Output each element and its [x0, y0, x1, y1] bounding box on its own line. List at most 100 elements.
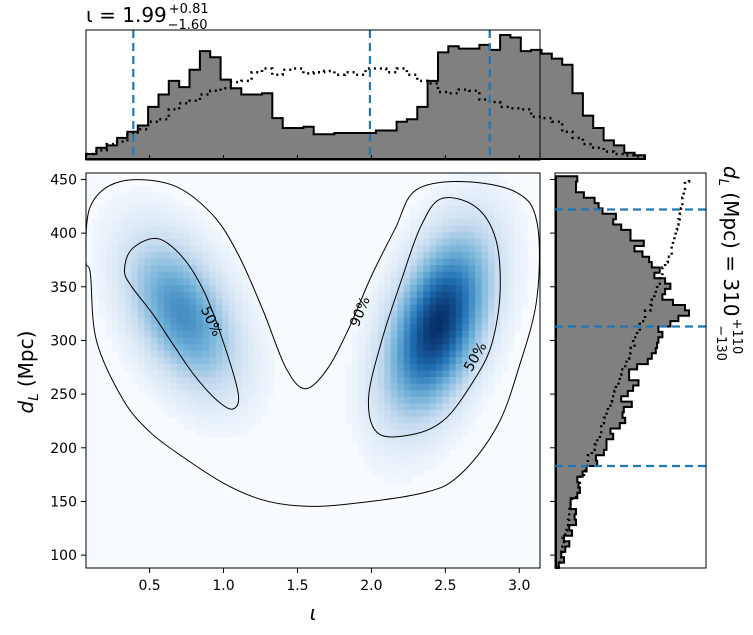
- heatmap-cell: [202, 284, 210, 293]
- heatmap-cell: [150, 199, 158, 207]
- heatmap-cell: [118, 225, 126, 233]
- heatmap-cell: [170, 357, 178, 365]
- heatmap-cell: [235, 298, 243, 306]
- heatmap-cell: [416, 205, 424, 214]
- heatmap-cell: [507, 324, 515, 332]
- heatmap-cell: [222, 298, 230, 306]
- heatmap-cell: [371, 363, 379, 372]
- heatmap-cell: [377, 390, 385, 398]
- heatmap-cell: [124, 252, 132, 260]
- heatmap-cell: [118, 199, 126, 207]
- heatmap-cell: [157, 363, 165, 372]
- heatmap-cell: [377, 370, 385, 378]
- heatmap-cell: [183, 304, 191, 312]
- heatmap-cell: [202, 271, 210, 279]
- heatmap-cell: [384, 363, 392, 372]
- heatmap-cell: [176, 298, 184, 306]
- heatmap-cell: [196, 370, 204, 378]
- heatmap-cell: [157, 403, 165, 411]
- heatmap-cell: [351, 429, 359, 437]
- heatmap-cell: [150, 331, 158, 339]
- heatmap-cell: [397, 271, 405, 279]
- heatmap-cell: [442, 436, 450, 444]
- heatmap-cell: [468, 390, 476, 398]
- heatmap-cell: [364, 311, 372, 319]
- heatmap-cell: [248, 377, 256, 385]
- heatmap-cell: [241, 377, 249, 385]
- heatmap-cell: [196, 271, 204, 279]
- heatmap-cell: [436, 344, 444, 352]
- heatmap-cell: [462, 205, 470, 214]
- heatmap-cell: [429, 429, 437, 437]
- heatmap-cell: [364, 456, 372, 464]
- heatmap-cell: [416, 324, 424, 332]
- heatmap-cell: [468, 265, 476, 273]
- heatmap-cell: [364, 324, 372, 332]
- heatmap-cell: [228, 331, 236, 339]
- x-axis-ticks: 0.5 1.0 1.5 2.0 2.5 3.0: [138, 155, 530, 594]
- heatmap-cell: [423, 252, 431, 260]
- heatmap-cell: [520, 252, 528, 260]
- heatmap-cell: [468, 179, 476, 187]
- heatmap-cell: [98, 298, 107, 306]
- heatmap-cell: [118, 192, 126, 200]
- heatmap-cell: [144, 278, 152, 286]
- heatmap-cell: [137, 370, 145, 378]
- heatmap-cell: [176, 219, 184, 227]
- heatmap-cell: [416, 219, 424, 227]
- heatmap-cell: [436, 370, 444, 378]
- heatmap-cell: [462, 377, 470, 385]
- heatmap-cell: [150, 291, 158, 299]
- heatmap-cell: [494, 186, 502, 194]
- heatmap-cell: [429, 192, 437, 200]
- heatmap-cell: [131, 186, 139, 194]
- heatmap-cell: [403, 475, 411, 484]
- heatmap-cell: [449, 225, 457, 233]
- heatmap-cell: [105, 225, 113, 233]
- heatmap-cell: [235, 258, 243, 266]
- heatmap-cell: [209, 350, 217, 358]
- heatmap-cell: [124, 232, 132, 240]
- heatmap-cell: [118, 344, 126, 352]
- heatmap-cell: [215, 423, 223, 431]
- heatmap-cell: [235, 304, 243, 312]
- heatmap-cell: [488, 225, 496, 233]
- heatmap-cell: [209, 337, 217, 345]
- heatmap-cell: [150, 390, 158, 398]
- heatmap-cell: [183, 311, 191, 319]
- iota-title-lower: −1.60: [168, 18, 208, 33]
- heatmap-cell: [462, 212, 470, 220]
- heatmap-cell: [98, 219, 107, 227]
- heatmap-cell: [397, 317, 405, 326]
- heatmap-cell: [390, 363, 398, 372]
- heatmap-cell: [468, 403, 476, 411]
- heatmap-cell: [215, 238, 223, 247]
- heatmap-cell: [351, 396, 359, 405]
- heatmap-cell: [514, 258, 522, 266]
- heatmap-cell: [423, 212, 431, 220]
- heatmap-cell: [403, 377, 411, 385]
- heatmap-cell: [501, 186, 509, 194]
- heatmap-cell: [241, 396, 249, 405]
- heatmap-cell: [475, 232, 483, 240]
- heatmap-cell: [377, 271, 385, 279]
- heatmap-cell: [235, 357, 243, 365]
- heatmap-cell: [403, 219, 411, 227]
- heatmap-cell: [429, 311, 437, 319]
- heatmap-cell: [196, 350, 204, 358]
- y-tick-label: 350: [50, 280, 77, 296]
- heatmap-cell: [410, 370, 418, 378]
- heatmap-cell: [345, 403, 353, 411]
- heatmap-cell: [436, 317, 444, 326]
- heatmap-cell: [423, 357, 431, 365]
- heatmap-cell: [520, 278, 528, 286]
- heatmap-cell: [111, 317, 120, 326]
- heatmap-cell: [267, 344, 275, 352]
- dl-title-lower: −130: [713, 325, 728, 361]
- heatmap-cell: [235, 271, 243, 279]
- heatmap-cell: [345, 396, 353, 405]
- heatmap-cell: [163, 238, 171, 247]
- heatmap-cell: [442, 337, 450, 345]
- heatmap-cell: [157, 232, 165, 240]
- heatmap-cell: [429, 278, 437, 286]
